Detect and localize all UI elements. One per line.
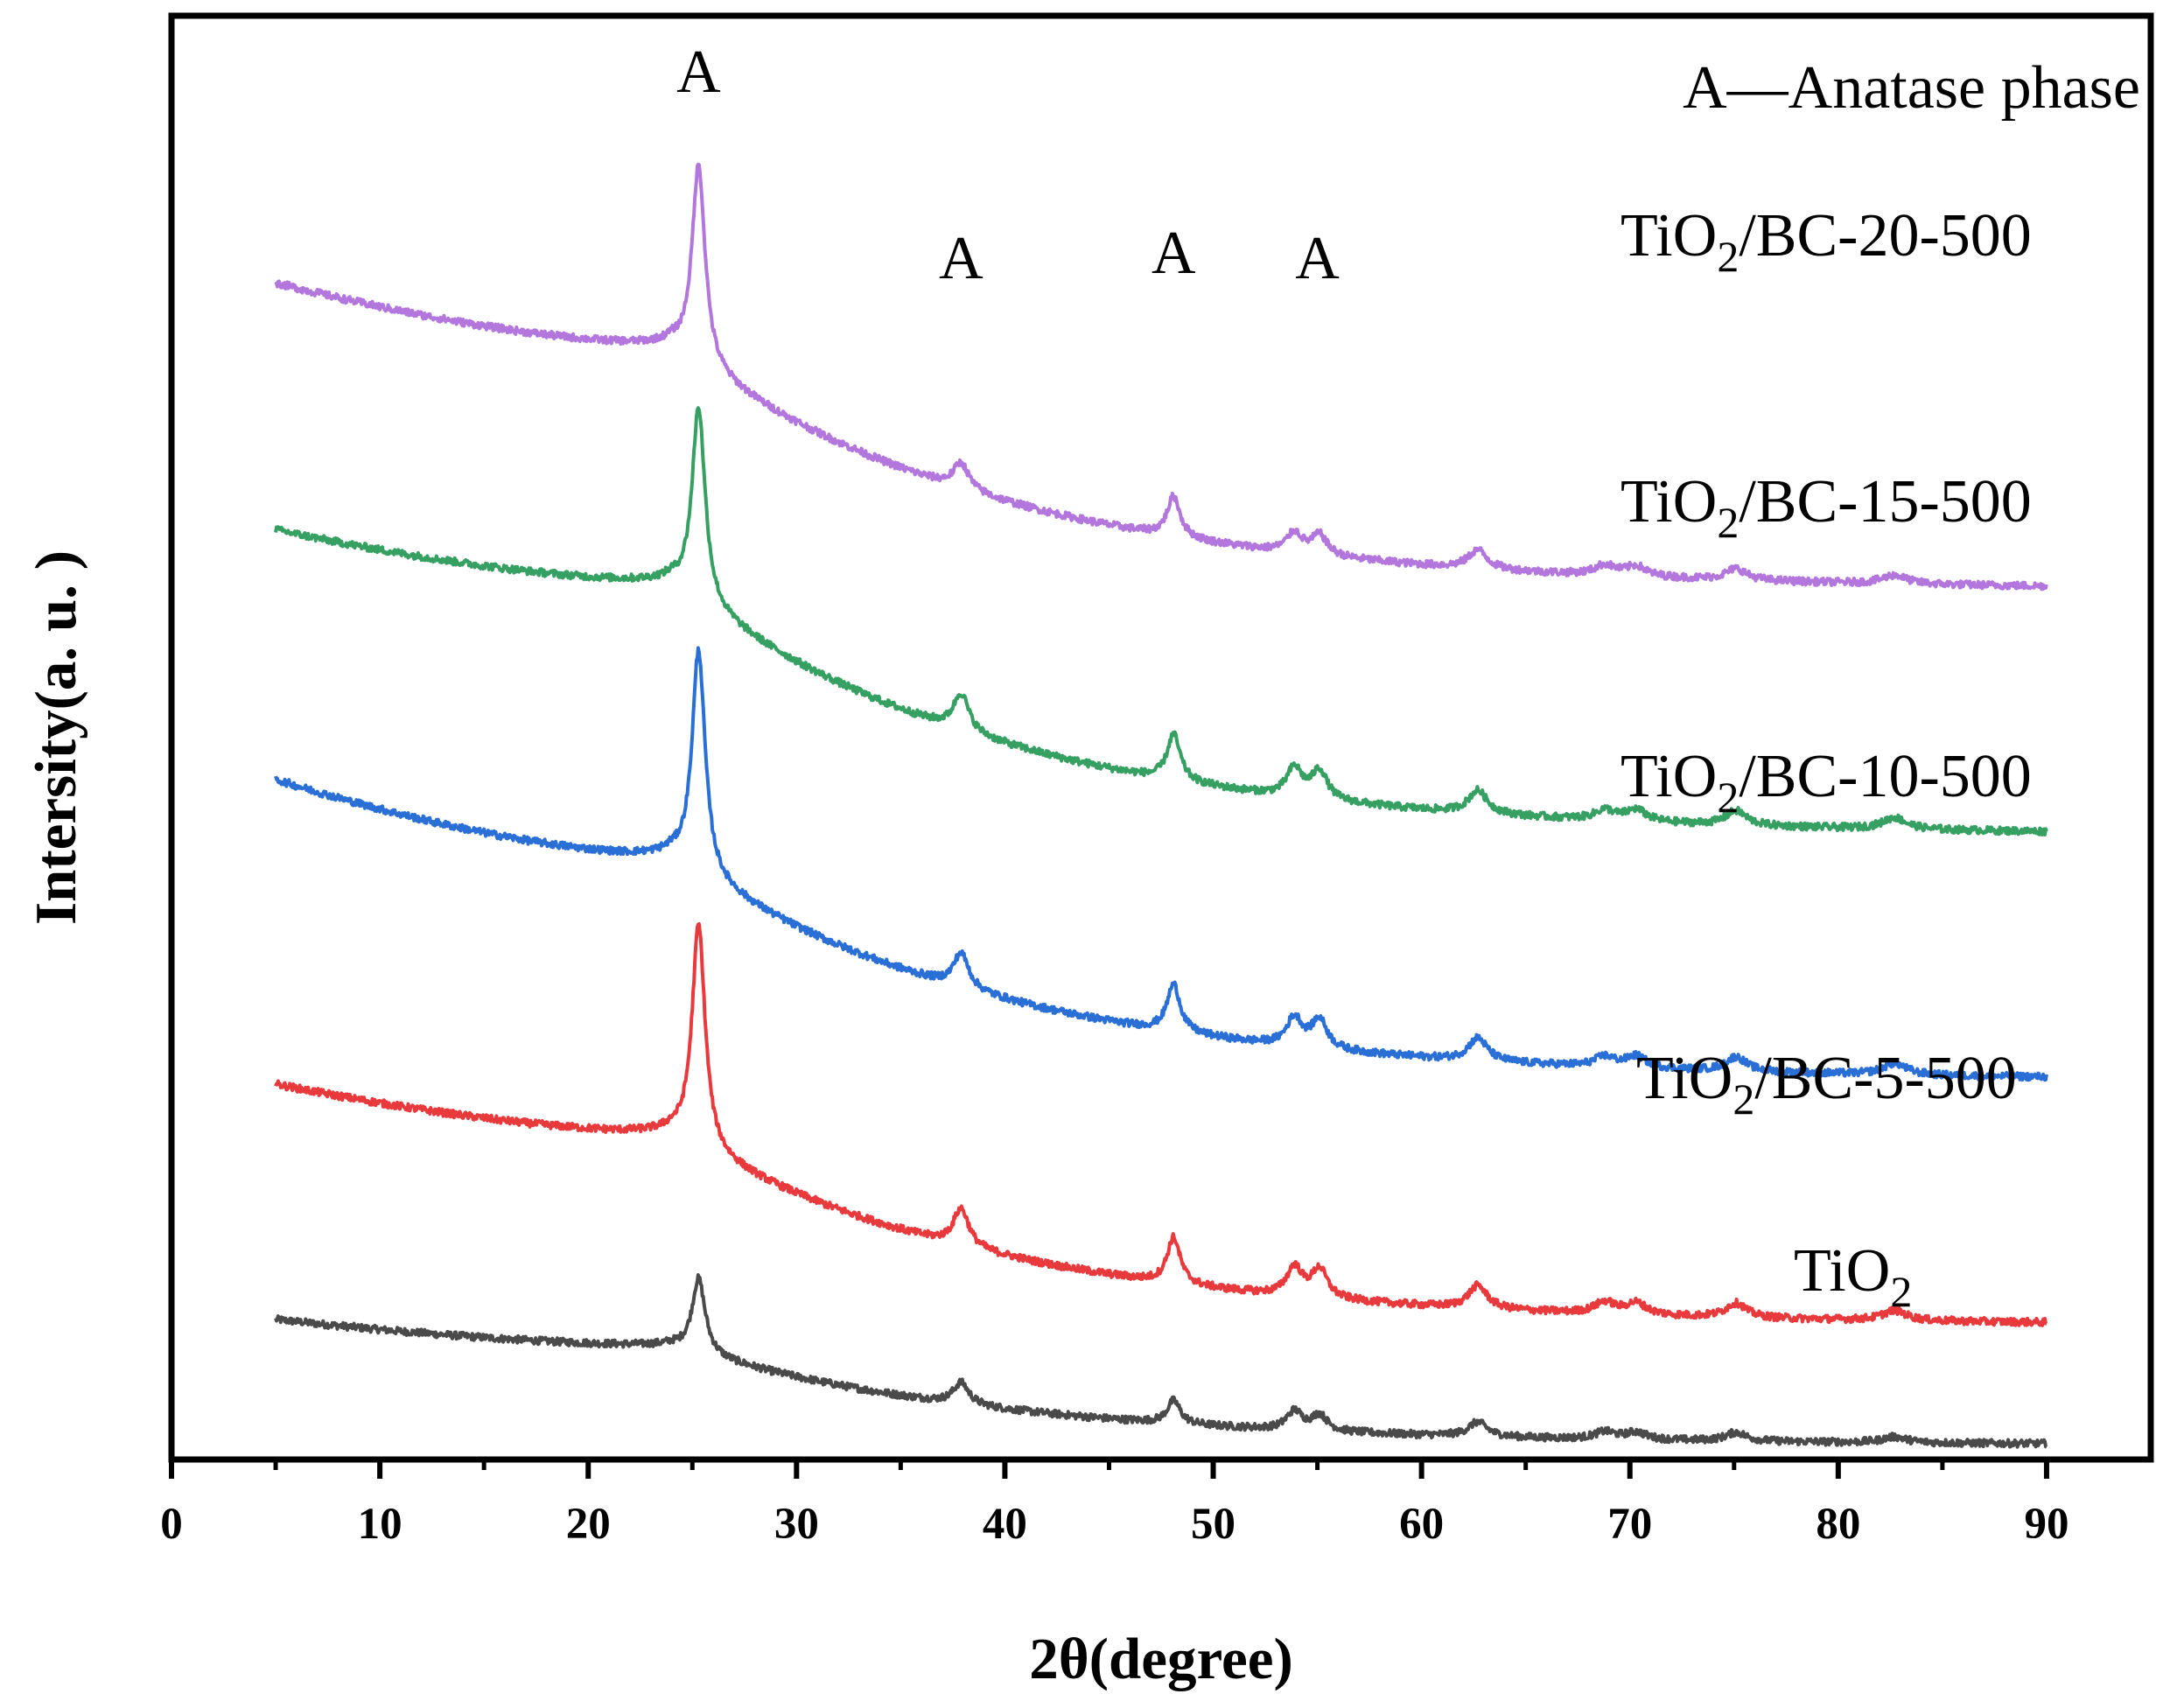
- y-axis-title: Intersity(a. u. ): [24, 550, 88, 925]
- series-label-main: TiO: [1620, 743, 1717, 810]
- plot-frame: [168, 12, 2154, 1463]
- series-label-2: TiO2/BC-10-500: [1620, 743, 2032, 822]
- x-tick-label: 20: [566, 1500, 611, 1549]
- x-tick-label: 40: [983, 1500, 1027, 1549]
- x-tick-label: 70: [1607, 1500, 1652, 1549]
- series-line-3: [274, 406, 2048, 836]
- x-tick-label: 10: [358, 1500, 402, 1549]
- series-line-1: [274, 922, 2048, 1327]
- peak-marker-A: A: [1152, 220, 1196, 287]
- series-label-sub: 2: [1890, 1267, 1912, 1316]
- series-label-main: TiO: [1620, 202, 1717, 270]
- series-label-sub: 2: [1717, 232, 1739, 281]
- peak-marker-A: A: [676, 38, 721, 106]
- series-label-sub: 2: [1732, 1074, 1754, 1124]
- series-lines: [274, 162, 2048, 1449]
- x-tick-label: 50: [1191, 1500, 1236, 1549]
- x-axis-title: 2θ(degree): [1029, 1627, 1293, 1691]
- legend-note: A—Anatase phase: [1683, 54, 2140, 122]
- series-label-main: TiO: [1636, 1045, 1732, 1112]
- series-line-2: [274, 646, 2048, 1082]
- peak-marker-A: A: [939, 225, 984, 292]
- series-label-sub: 2: [1717, 773, 1739, 822]
- series-label-main: TiO: [1794, 1237, 1890, 1305]
- series-label-0: TiO2: [1794, 1237, 1912, 1316]
- x-tick-label: 30: [774, 1500, 819, 1549]
- x-ticks: 0 10 20 30 40 50 60 70 80 90: [160, 1460, 2068, 1549]
- series-label-rest: /BC-20-500: [1739, 202, 2031, 270]
- x-tick-label: 60: [1399, 1500, 1444, 1549]
- series-line-4: [274, 162, 2048, 592]
- series-label-1: TiO2/BC-5-500: [1636, 1045, 2017, 1124]
- series-labels: TiO2TiO2/BC-5-500TiO2/BC-10-500TiO2/BC-1…: [1620, 202, 2032, 1316]
- x-tick-label: 80: [1816, 1500, 1860, 1549]
- x-tick-label: 90: [2024, 1500, 2068, 1549]
- series-label-rest: /BC-5-500: [1754, 1045, 2016, 1112]
- x-tick-label: 0: [160, 1500, 183, 1549]
- peak-markers: A A A A: [676, 38, 1340, 292]
- series-label-sub: 2: [1717, 498, 1739, 547]
- series-label-rest: /BC-15-500: [1739, 468, 2031, 536]
- series-label-rest: /BC-10-500: [1739, 743, 2031, 810]
- peak-marker-A: A: [1295, 225, 1340, 292]
- series-label-main: TiO: [1620, 468, 1717, 536]
- series-label-3: TiO2/BC-15-500: [1620, 468, 2032, 547]
- series-line-0: [274, 1273, 2048, 1449]
- series-label-4: TiO2/BC-20-500: [1620, 202, 2032, 281]
